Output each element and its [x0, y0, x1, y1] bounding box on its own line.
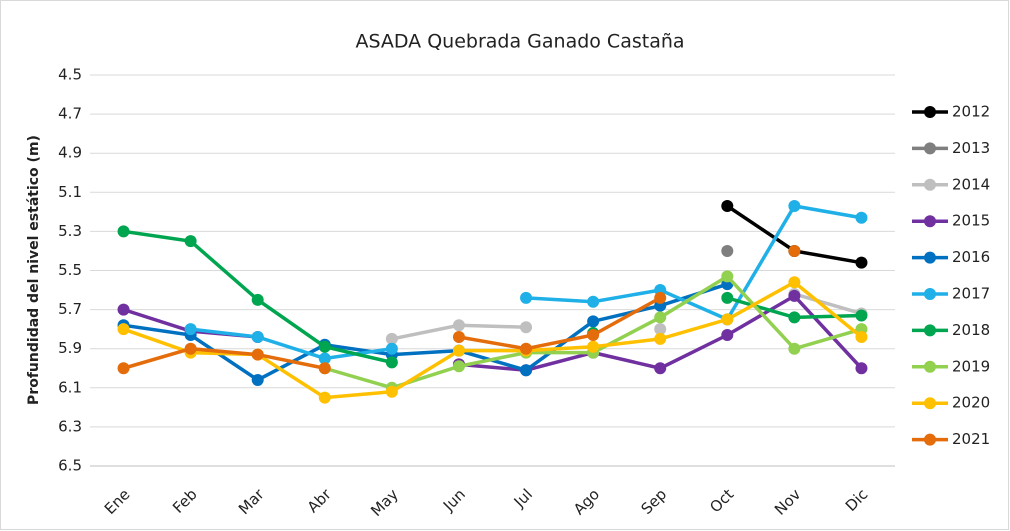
y-tick-label: 5.1 — [58, 183, 82, 201]
y-tick-label: 5.5 — [58, 261, 82, 279]
legend-marker — [924, 324, 936, 337]
data-point — [788, 289, 801, 302]
data-point — [855, 330, 868, 343]
data-point — [452, 344, 465, 357]
data-point — [385, 332, 398, 345]
data-point — [788, 342, 801, 355]
data-point — [520, 321, 533, 334]
legend-label: 2019 — [952, 357, 990, 375]
data-point — [318, 362, 331, 375]
y-tick-label: 6.5 — [58, 457, 82, 475]
data-point — [587, 295, 600, 308]
y-tick-label: 6.3 — [58, 417, 82, 435]
y-tick-label: 4.9 — [58, 144, 82, 162]
legend-label: 2013 — [952, 139, 990, 157]
data-point — [184, 323, 197, 336]
y-tick-label: 6.1 — [58, 378, 82, 396]
data-point — [318, 352, 331, 365]
legend-label: 2021 — [952, 430, 990, 448]
chart-title: ASADA Quebrada Ganado Castaña — [355, 31, 684, 53]
legend-label: 2018 — [952, 321, 990, 339]
data-point — [855, 256, 868, 269]
data-point — [788, 311, 801, 324]
data-point — [385, 385, 398, 398]
data-point — [855, 309, 868, 322]
data-point — [318, 391, 331, 404]
legend-label: 2020 — [952, 394, 990, 412]
data-point — [251, 293, 264, 306]
data-point — [318, 340, 331, 353]
data-point — [654, 332, 667, 345]
y-tick-label: 5.7 — [58, 300, 82, 318]
legend-marker — [924, 360, 936, 373]
legend-marker — [924, 106, 936, 118]
data-point — [721, 329, 734, 342]
data-point — [184, 235, 197, 248]
legend-marker — [924, 288, 936, 300]
data-point — [654, 291, 667, 304]
data-point — [788, 199, 801, 212]
legend-marker — [924, 215, 936, 228]
legend-label: 2014 — [952, 175, 990, 193]
data-point — [654, 362, 667, 375]
legend-marker — [924, 397, 936, 410]
data-point — [251, 373, 264, 386]
y-tick-label: 4.5 — [58, 66, 82, 84]
data-point — [452, 330, 465, 343]
data-point — [184, 342, 197, 355]
legend-marker — [924, 251, 936, 264]
data-point — [251, 330, 264, 343]
data-point — [721, 291, 734, 304]
data-point — [452, 360, 465, 373]
data-point — [788, 244, 801, 257]
data-point — [721, 199, 734, 212]
data-point — [788, 276, 801, 289]
legend-label: 2016 — [952, 248, 990, 266]
data-point — [251, 348, 264, 361]
data-point — [654, 323, 667, 336]
data-point — [385, 356, 398, 369]
data-point — [520, 364, 533, 377]
data-point — [855, 211, 868, 224]
data-point — [587, 340, 600, 353]
data-point — [117, 362, 130, 375]
data-point — [721, 313, 734, 326]
series-line — [123, 282, 728, 383]
data-point — [117, 323, 130, 336]
data-point — [721, 244, 734, 257]
data-point — [520, 291, 533, 304]
y-tick-label: 5.9 — [58, 339, 82, 357]
legend-label: 2012 — [952, 103, 990, 121]
data-point — [654, 311, 667, 324]
data-point — [587, 329, 600, 342]
data-point — [117, 225, 130, 238]
data-point — [520, 342, 533, 355]
legend-marker — [924, 433, 936, 446]
legend-marker — [924, 142, 936, 155]
legend-marker — [924, 178, 936, 191]
y-tick-label: 5.3 — [58, 222, 82, 240]
y-axis-label: Profundidad del nivel estático (m) — [26, 135, 42, 405]
data-point — [721, 270, 734, 283]
data-point — [385, 342, 398, 355]
data-point — [587, 315, 600, 328]
data-point — [855, 362, 868, 375]
data-point — [452, 319, 465, 332]
y-tick-label: 4.7 — [58, 105, 82, 123]
legend-label: 2017 — [952, 285, 990, 303]
legend-label: 2015 — [952, 212, 990, 230]
data-point — [117, 303, 130, 316]
